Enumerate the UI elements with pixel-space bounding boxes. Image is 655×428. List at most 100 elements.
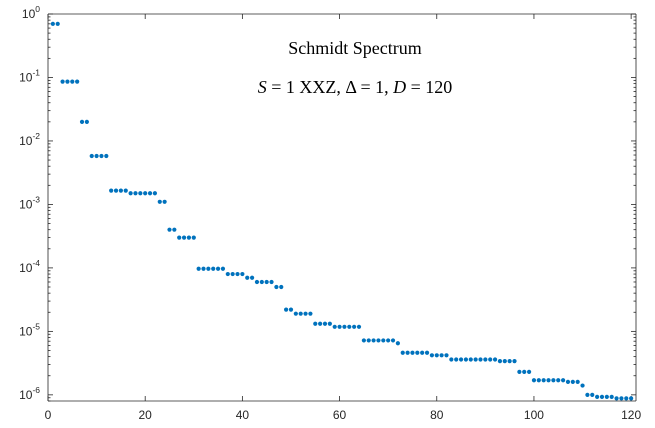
chart-subtitle-text: S = 1 XXZ, Δ = 1, D = 120: [258, 77, 453, 97]
data-point: [512, 359, 517, 364]
data-point: [585, 392, 590, 397]
data-point: [211, 266, 216, 271]
data-point: [191, 235, 196, 240]
data-point: [468, 357, 473, 362]
data-point: [249, 275, 255, 280]
y-tick-label: 10-5: [19, 321, 40, 338]
data-point: [434, 353, 439, 358]
data-point: [201, 266, 206, 271]
data-point: [157, 199, 162, 204]
data-points: [50, 21, 634, 401]
data-point: [264, 279, 269, 285]
data-point: [318, 321, 323, 326]
data-point: [590, 392, 595, 397]
data-point: [386, 338, 391, 343]
data-point: [390, 338, 396, 343]
data-point: [147, 191, 153, 196]
data-point: [517, 369, 522, 374]
data-point: [269, 279, 274, 285]
data-point: [556, 378, 561, 383]
data-point: [332, 324, 337, 329]
data-point: [522, 369, 527, 374]
data-point: [284, 307, 289, 312]
data-point: [274, 284, 279, 290]
data-point: [609, 394, 614, 399]
data-point: [492, 357, 498, 362]
data-point: [531, 378, 537, 383]
data-point: [629, 396, 634, 401]
data-point: [84, 119, 89, 124]
data-point: [177, 235, 182, 240]
data-point: [497, 359, 503, 364]
data-point: [614, 396, 619, 401]
x-tick-label: 20: [139, 408, 153, 422]
data-point: [619, 396, 624, 401]
data-point: [172, 227, 177, 232]
data-point: [507, 359, 512, 364]
data-point: [138, 191, 143, 196]
data-point: [143, 191, 148, 196]
data-point: [361, 338, 366, 343]
axes: [47, 13, 637, 402]
data-point: [50, 21, 55, 26]
y-tick-label: 100: [22, 4, 40, 21]
data-point: [429, 353, 435, 358]
data-point: [337, 324, 342, 329]
data-point: [162, 199, 167, 204]
data-point: [454, 357, 459, 362]
data-point: [220, 266, 226, 271]
y-tick-label: 10-1: [19, 67, 40, 84]
data-point: [327, 321, 332, 326]
data-point: [478, 357, 483, 362]
data-point: [128, 191, 133, 196]
data-point: [167, 227, 172, 232]
data-point: [352, 324, 357, 329]
data-point: [551, 378, 556, 383]
data-point: [575, 379, 580, 384]
data-point: [109, 188, 114, 193]
data-point: [595, 394, 600, 399]
chart-title-line-2: S = 1 XXZ, Δ = 1, D = 120: [258, 77, 453, 97]
data-point: [604, 394, 609, 399]
data-point: [89, 153, 94, 159]
data-point: [483, 357, 488, 362]
data-point: [366, 338, 371, 343]
y-tick-label: 10-4: [19, 258, 40, 275]
data-point: [420, 350, 425, 355]
data-point: [94, 153, 99, 159]
data-point: [449, 357, 454, 362]
data-point: [439, 353, 444, 358]
data-point: [536, 378, 541, 383]
data-point: [546, 378, 551, 383]
data-point: [313, 321, 318, 326]
x-tick-label: 40: [236, 408, 250, 422]
data-point: [444, 353, 449, 358]
data-point: [376, 338, 381, 343]
data-point: [206, 266, 211, 271]
data-point: [400, 350, 405, 355]
data-point: [235, 271, 240, 277]
data-point: [215, 266, 221, 271]
data-point: [541, 378, 546, 383]
data-point: [118, 188, 123, 193]
data-point: [381, 338, 386, 343]
data-point: [565, 379, 571, 384]
ticks: 0 20 40 60 80 100 120 100 10-1 10-2 10-3 10-4 10-5 10…: [19, 4, 641, 422]
data-point: [580, 383, 585, 388]
x-tick-label: 80: [430, 408, 444, 422]
y-tick-label: 10-3: [19, 194, 40, 211]
data-point: [458, 357, 464, 362]
data-point: [99, 153, 104, 159]
x-tick-label: 120: [621, 408, 641, 422]
chart-title-line-1: Schmidt Spectrum: [288, 38, 422, 58]
data-point: [570, 379, 575, 384]
data-point: [293, 311, 298, 316]
data-point: [196, 266, 201, 271]
data-point: [245, 275, 250, 280]
data-point: [473, 357, 478, 362]
data-point: [415, 350, 420, 355]
data-point: [230, 271, 235, 277]
data-point: [152, 191, 158, 196]
y-tick-label: 10-2: [19, 131, 40, 148]
x-tick-label: 100: [524, 408, 544, 422]
